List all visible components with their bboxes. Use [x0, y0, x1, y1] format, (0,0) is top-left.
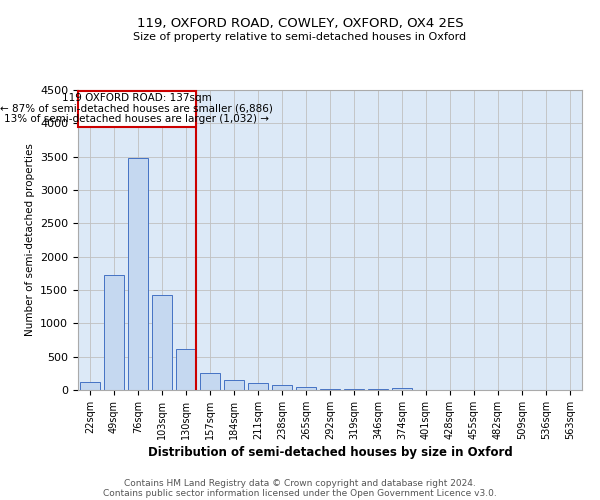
- Text: ← 87% of semi-detached houses are smaller (6,886): ← 87% of semi-detached houses are smalle…: [1, 104, 273, 114]
- Bar: [80, 382, 100, 390]
- Bar: [128, 158, 148, 390]
- Text: Contains public sector information licensed under the Open Government Licence v3: Contains public sector information licen…: [103, 488, 497, 498]
- Bar: [152, 294, 172, 390]
- Text: 13% of semi-detached houses are larger (1,032) →: 13% of semi-detached houses are larger (…: [4, 114, 269, 124]
- Bar: [224, 380, 244, 390]
- Bar: [392, 388, 412, 390]
- Text: Contains HM Land Registry data © Crown copyright and database right 2024.: Contains HM Land Registry data © Crown c…: [124, 478, 476, 488]
- Y-axis label: Number of semi-detached properties: Number of semi-detached properties: [25, 144, 35, 336]
- Bar: [78, 90, 196, 126]
- Bar: [104, 276, 124, 390]
- Bar: [248, 384, 268, 390]
- Text: 119 OXFORD ROAD: 137sqm: 119 OXFORD ROAD: 137sqm: [62, 92, 212, 102]
- Bar: [320, 388, 340, 390]
- Bar: [296, 388, 316, 390]
- Bar: [344, 389, 364, 390]
- Text: 119, OXFORD ROAD, COWLEY, OXFORD, OX4 2ES: 119, OXFORD ROAD, COWLEY, OXFORD, OX4 2E…: [137, 18, 463, 30]
- Bar: [176, 348, 196, 390]
- Bar: [200, 372, 220, 390]
- X-axis label: Distribution of semi-detached houses by size in Oxford: Distribution of semi-detached houses by …: [148, 446, 512, 459]
- Bar: [272, 386, 292, 390]
- Text: Size of property relative to semi-detached houses in Oxford: Size of property relative to semi-detach…: [133, 32, 467, 42]
